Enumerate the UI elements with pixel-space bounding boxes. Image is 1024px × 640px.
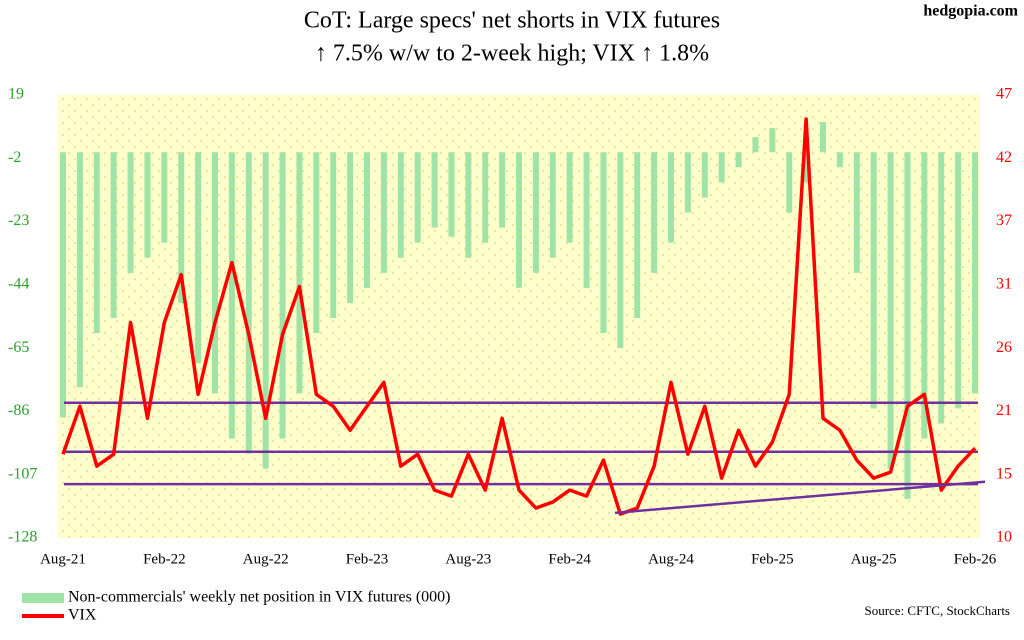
bar [245,152,252,454]
bar [955,152,962,409]
y-tick-label: -86 [8,402,29,419]
bar [414,152,421,243]
legend-label: VIX [68,607,97,624]
bar [110,152,117,319]
x-tick-label: Aug-21 [40,551,86,567]
x-tick-label: Feb-24 [548,551,591,567]
x-tick-label: Aug-25 [851,551,897,567]
bar [769,128,776,153]
bar [60,152,66,418]
y2-tick-label: 31 [996,276,1012,293]
bar [212,152,218,394]
bar [904,152,911,499]
bar [921,152,928,439]
bar [887,152,894,469]
bar [566,152,573,243]
y2-tick-label: 37 [996,212,1012,229]
bar [684,152,691,213]
bar [499,152,506,228]
bar [313,152,320,334]
y2-tick-label: 15 [996,465,1012,482]
y2-tick-label: 26 [996,339,1012,356]
y-tick-label: -2 [8,149,21,166]
y-tick-label: -128 [8,529,37,546]
y2-tick-label: 47 [996,86,1012,103]
bar [938,152,945,424]
bar [820,122,826,153]
legend-swatch [22,593,64,603]
bar [76,152,83,388]
x-tick-label: Feb-23 [346,551,389,567]
bar [853,152,860,273]
y2-tick-label: 42 [996,149,1012,166]
bar [617,152,624,349]
bar [516,152,522,288]
x-tick-label: Aug-24 [648,551,694,567]
bar [144,152,151,258]
bar [380,152,387,273]
bar [786,152,793,213]
y-tick-label: -23 [8,212,29,229]
bar [296,152,303,394]
bar [735,152,742,168]
bar [870,152,877,409]
line [61,117,977,516]
bar [532,152,539,273]
x-tick-label: Feb-22 [143,551,186,567]
x-tick-label: Aug-23 [445,551,491,567]
legend-label: Non-commercials' weekly net position in … [68,589,451,606]
bar [330,152,337,319]
bar [279,152,286,439]
bar [752,137,759,153]
y2-tick-label: 21 [996,402,1012,419]
bar [195,152,202,364]
bar [448,152,455,237]
bar [178,152,185,303]
y-tick-label: -65 [8,339,29,356]
bar [600,152,607,334]
bar [482,152,489,243]
bar [262,152,269,469]
y-tick-label: -44 [8,276,29,293]
bar [228,152,235,439]
bar [465,152,472,258]
bar [718,152,725,183]
bar [972,152,978,394]
bar [93,152,100,334]
y-tick-label: -107 [8,465,37,482]
bar [651,152,658,273]
chart-subtitle: ↑ 7.5% w/w to 2-week high; VIX ↑ 1.8% [315,41,709,67]
bar [634,152,641,319]
bar [803,152,810,183]
bar [397,152,404,258]
bar [836,152,843,168]
watermark: hedgopia.com [923,3,1018,20]
bar [583,152,590,288]
bar [431,152,438,228]
bar [161,152,168,243]
chart-title: CoT: Large specs' net shorts in VIX futu… [304,8,720,34]
x-tick-label: Aug-22 [243,551,289,567]
bar [347,152,354,303]
bar [549,152,556,258]
y-tick-label: 19 [8,86,24,103]
x-tick-label: Feb-26 [954,551,997,567]
y2-tick-label: 10 [996,529,1012,546]
bar [127,152,134,273]
source: Source: CFTC, StockCharts [864,603,1010,618]
bar [701,152,708,198]
x-tick-label: Feb-25 [751,551,794,567]
bar [364,152,370,288]
trendline [614,480,986,515]
bar [668,152,674,243]
